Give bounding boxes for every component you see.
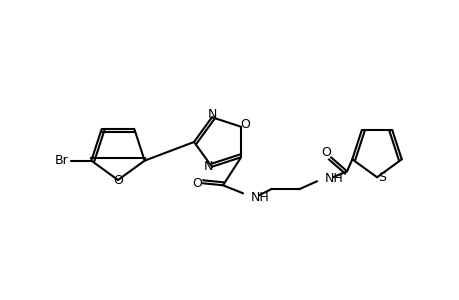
Text: N: N [203, 160, 212, 173]
Text: NH: NH [325, 172, 343, 185]
Text: O: O [192, 177, 202, 190]
Text: O: O [240, 118, 249, 131]
Text: N: N [207, 108, 216, 121]
Text: S: S [377, 171, 385, 184]
Text: Br: Br [54, 154, 68, 167]
Text: O: O [320, 146, 330, 159]
Text: O: O [113, 175, 123, 188]
Text: NH: NH [251, 191, 269, 204]
